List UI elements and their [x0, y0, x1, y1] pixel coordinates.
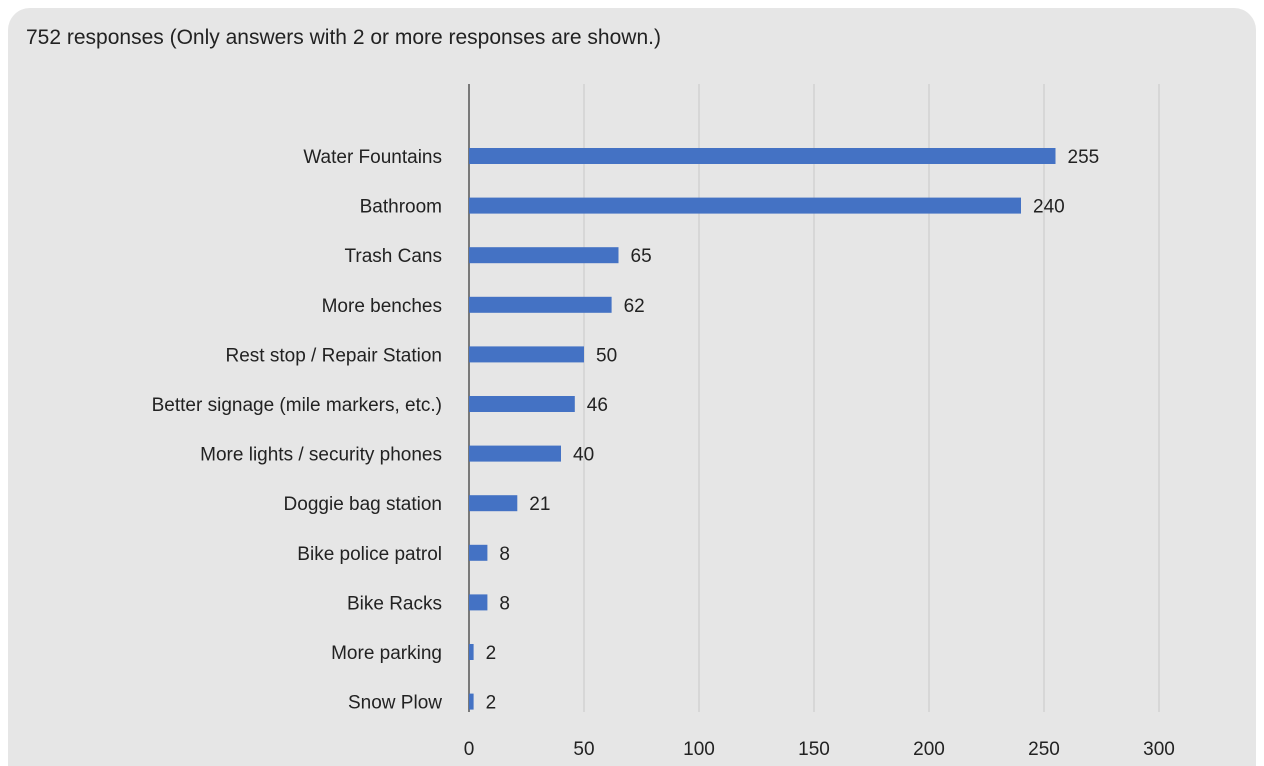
- bar: [469, 247, 619, 263]
- value-label: 40: [573, 445, 594, 466]
- bar: [469, 545, 487, 561]
- bar: [469, 148, 1056, 164]
- category-label: Snow Plow: [348, 693, 442, 714]
- bar: [469, 644, 474, 660]
- value-label: 240: [1033, 197, 1065, 218]
- x-tick-label: 300: [1143, 739, 1175, 760]
- value-label: 65: [631, 246, 652, 267]
- bar: [469, 396, 575, 412]
- value-label: 21: [529, 494, 550, 515]
- bar: [469, 446, 561, 462]
- category-label: Bike Racks: [347, 593, 442, 614]
- x-tick-label: 0: [464, 739, 475, 760]
- bar: [469, 495, 517, 511]
- value-label: 8: [499, 593, 510, 614]
- value-label: 8: [499, 544, 510, 565]
- category-label: Water Fountains: [303, 147, 442, 168]
- category-label: More parking: [331, 643, 442, 664]
- x-tick-label: 250: [1028, 739, 1060, 760]
- category-label: More benches: [322, 296, 442, 317]
- x-tick-label: 100: [683, 739, 715, 760]
- value-label: 2: [486, 643, 497, 664]
- bar: [469, 694, 474, 710]
- value-label: 50: [596, 345, 617, 366]
- value-label: 2: [486, 693, 497, 714]
- category-label: More lights / security phones: [200, 445, 442, 466]
- value-label: 62: [624, 296, 645, 317]
- value-label: 255: [1068, 147, 1100, 168]
- bar: [469, 297, 612, 313]
- category-label: Better signage (mile markers, etc.): [152, 395, 442, 416]
- x-tick-label: 150: [798, 739, 830, 760]
- x-tick-label: 200: [913, 739, 945, 760]
- category-label: Bathroom: [360, 197, 442, 218]
- category-label: Rest stop / Repair Station: [226, 345, 443, 366]
- category-label: Trash Cans: [345, 246, 443, 267]
- x-tick-label: 50: [573, 739, 594, 760]
- value-label: 46: [587, 395, 608, 416]
- category-label: Bike police patrol: [297, 544, 442, 565]
- category-label: Doggie bag station: [284, 494, 442, 515]
- bar: [469, 198, 1021, 214]
- bar: [469, 346, 584, 362]
- bar: [469, 594, 487, 610]
